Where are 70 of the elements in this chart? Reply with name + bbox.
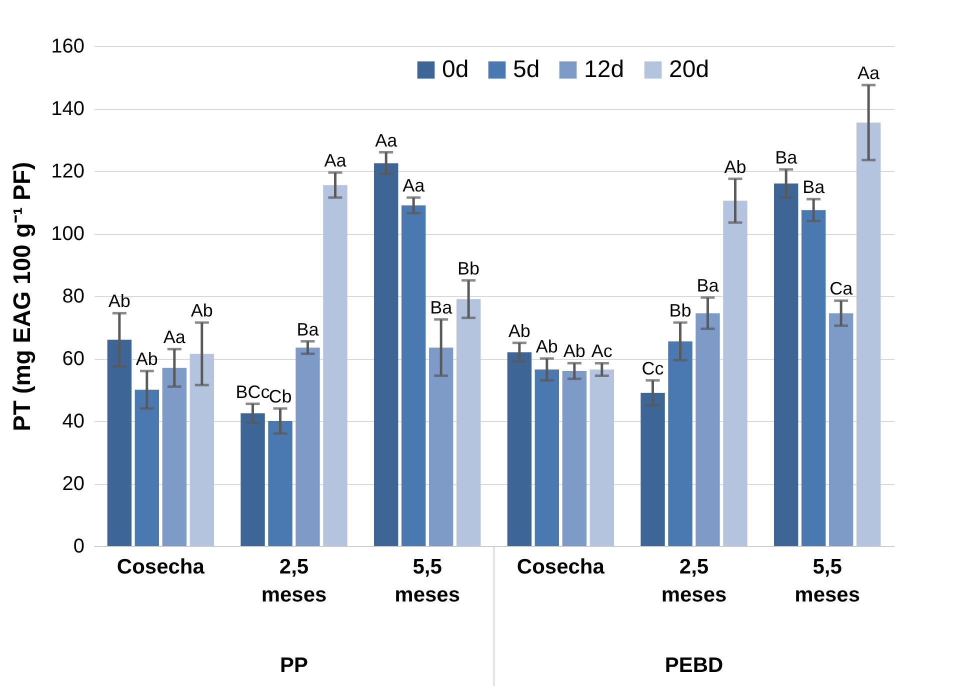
data-label: Cc xyxy=(642,358,664,378)
y-tick-label: 60 xyxy=(62,348,84,370)
data-label: Ab xyxy=(190,300,213,321)
bar xyxy=(134,390,160,546)
y-tick-label: 140 xyxy=(51,98,84,120)
bar xyxy=(640,392,665,546)
y-tick-label: 120 xyxy=(51,160,84,182)
data-label: Ca xyxy=(830,278,854,299)
bar xyxy=(507,352,532,546)
x-tick-label: 2,5 meses xyxy=(261,556,327,606)
data-label: Ba xyxy=(802,177,826,198)
bar xyxy=(534,369,560,546)
data-label: Ba xyxy=(430,297,454,318)
data-label: Bb xyxy=(458,258,480,278)
bar xyxy=(562,371,587,546)
y-tick-label: 0 xyxy=(73,536,84,558)
y-tick-label: 80 xyxy=(62,286,84,308)
data-label: Ac xyxy=(591,341,612,362)
text: PEBD xyxy=(664,654,724,677)
legend-label: 20d xyxy=(669,56,710,83)
bar xyxy=(668,341,692,546)
text: PP xyxy=(280,654,308,677)
y-tick-label: 20 xyxy=(62,473,84,495)
data-label: Bb xyxy=(669,300,692,321)
data-label: Cb xyxy=(268,386,292,406)
bar xyxy=(856,122,881,546)
x-tick-label: Cosecha xyxy=(116,556,205,578)
data-label: Ab xyxy=(563,341,586,362)
bar xyxy=(323,185,348,546)
data-label: BCc xyxy=(236,382,270,402)
y-tick-label: 160 xyxy=(51,36,84,58)
data-label: Ab xyxy=(508,320,530,341)
data-label: Ab xyxy=(136,349,158,369)
data-label: Ab xyxy=(108,291,130,312)
y-axis-title: PT (mg EAG 100 g⁻¹ PF) xyxy=(9,162,36,432)
bar xyxy=(296,348,320,546)
legend-label: 0d xyxy=(442,56,469,83)
legend-label: 12d xyxy=(584,56,624,83)
bar xyxy=(107,340,132,546)
bar xyxy=(190,354,214,546)
data-label: Ab xyxy=(536,336,558,356)
data-label: Aa xyxy=(402,176,426,196)
x-tick-label: 2,5 meses xyxy=(661,556,727,606)
bar xyxy=(428,348,454,546)
x-tick-label: Cosecha xyxy=(516,556,605,578)
data-label: Aa xyxy=(324,150,348,171)
bar xyxy=(162,368,187,546)
bar xyxy=(723,200,748,546)
x-tick-label: 5,5 meses xyxy=(394,556,460,606)
x-tick-label: 5,5 meses xyxy=(794,556,860,606)
bar xyxy=(828,313,854,546)
bar xyxy=(401,205,426,546)
y-tick-label: 40 xyxy=(62,410,84,432)
data-label: Aa xyxy=(163,327,186,348)
bar xyxy=(696,313,720,546)
bar xyxy=(590,369,614,546)
legend-label: 5d xyxy=(513,56,540,83)
y-tick-label: 100 xyxy=(51,223,84,245)
data-label: Ab xyxy=(724,156,746,177)
bar xyxy=(374,163,398,546)
data-label: Ba xyxy=(775,147,798,168)
bar xyxy=(774,184,798,546)
data-label: Aa xyxy=(375,130,398,150)
data-label: Ba xyxy=(296,319,320,340)
data-label: Ba xyxy=(696,276,720,296)
data-label: Aa xyxy=(858,63,881,84)
bar xyxy=(456,299,481,546)
bar xyxy=(268,421,292,546)
bar xyxy=(801,210,826,546)
bar xyxy=(240,413,265,546)
